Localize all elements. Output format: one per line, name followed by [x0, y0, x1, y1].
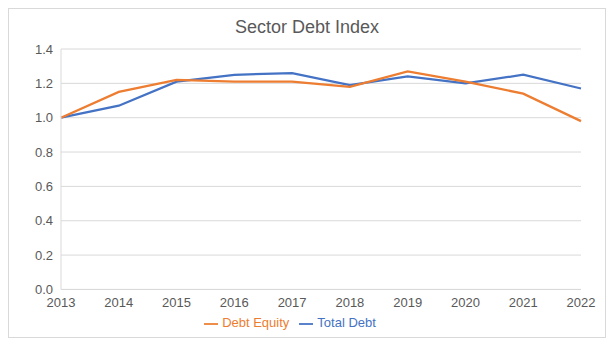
svg-text:0.0: 0.0 [35, 282, 53, 297]
svg-text:2013: 2013 [46, 294, 76, 310]
svg-text:0.2: 0.2 [35, 248, 53, 263]
svg-text:2015: 2015 [162, 295, 191, 310]
svg-text:2016: 2016 [220, 295, 249, 310]
svg-text:2022: 2022 [567, 295, 596, 310]
svg-text:2019: 2019 [393, 295, 422, 310]
html-text:Sector Debt Index: Sector Debt Index [235, 17, 379, 37]
html-text:Total Debt: Total Debt [317, 315, 376, 331]
svg-text:1.4: 1.4 [35, 45, 53, 57]
svg-text:1.2: 1.2 [35, 76, 53, 91]
svg-text:0.6: 0.6 [35, 179, 53, 194]
svg-text:2017: 2017 [278, 295, 307, 310]
svg-text:2021: 2021 [509, 295, 538, 310]
svg-text:0.4: 0.4 [35, 213, 53, 228]
svg-text:2020: 2020 [451, 295, 480, 310]
html-text:Debt Equity: Debt Equity [222, 315, 290, 331]
svg-text:0.8: 0.8 [35, 145, 53, 160]
svg-text:2014: 2014 [104, 295, 133, 310]
svg-text:2018: 2018 [335, 295, 364, 310]
svg-text:1.0: 1.0 [35, 110, 53, 125]
